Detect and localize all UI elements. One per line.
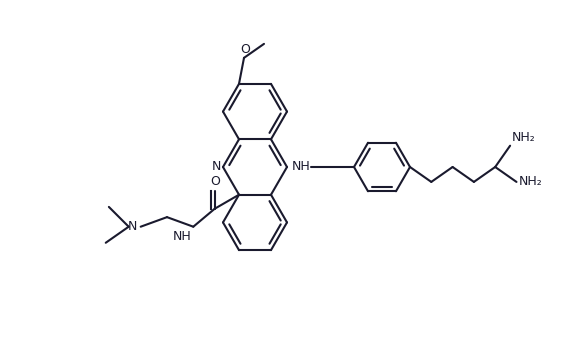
Text: NH: NH: [173, 230, 191, 243]
Text: N: N: [127, 220, 136, 233]
Text: NH: NH: [292, 159, 311, 172]
Text: O: O: [210, 175, 220, 188]
Text: O: O: [240, 43, 250, 56]
Text: N: N: [212, 161, 221, 174]
Text: NH₂: NH₂: [512, 131, 536, 144]
Text: NH₂: NH₂: [518, 175, 542, 188]
